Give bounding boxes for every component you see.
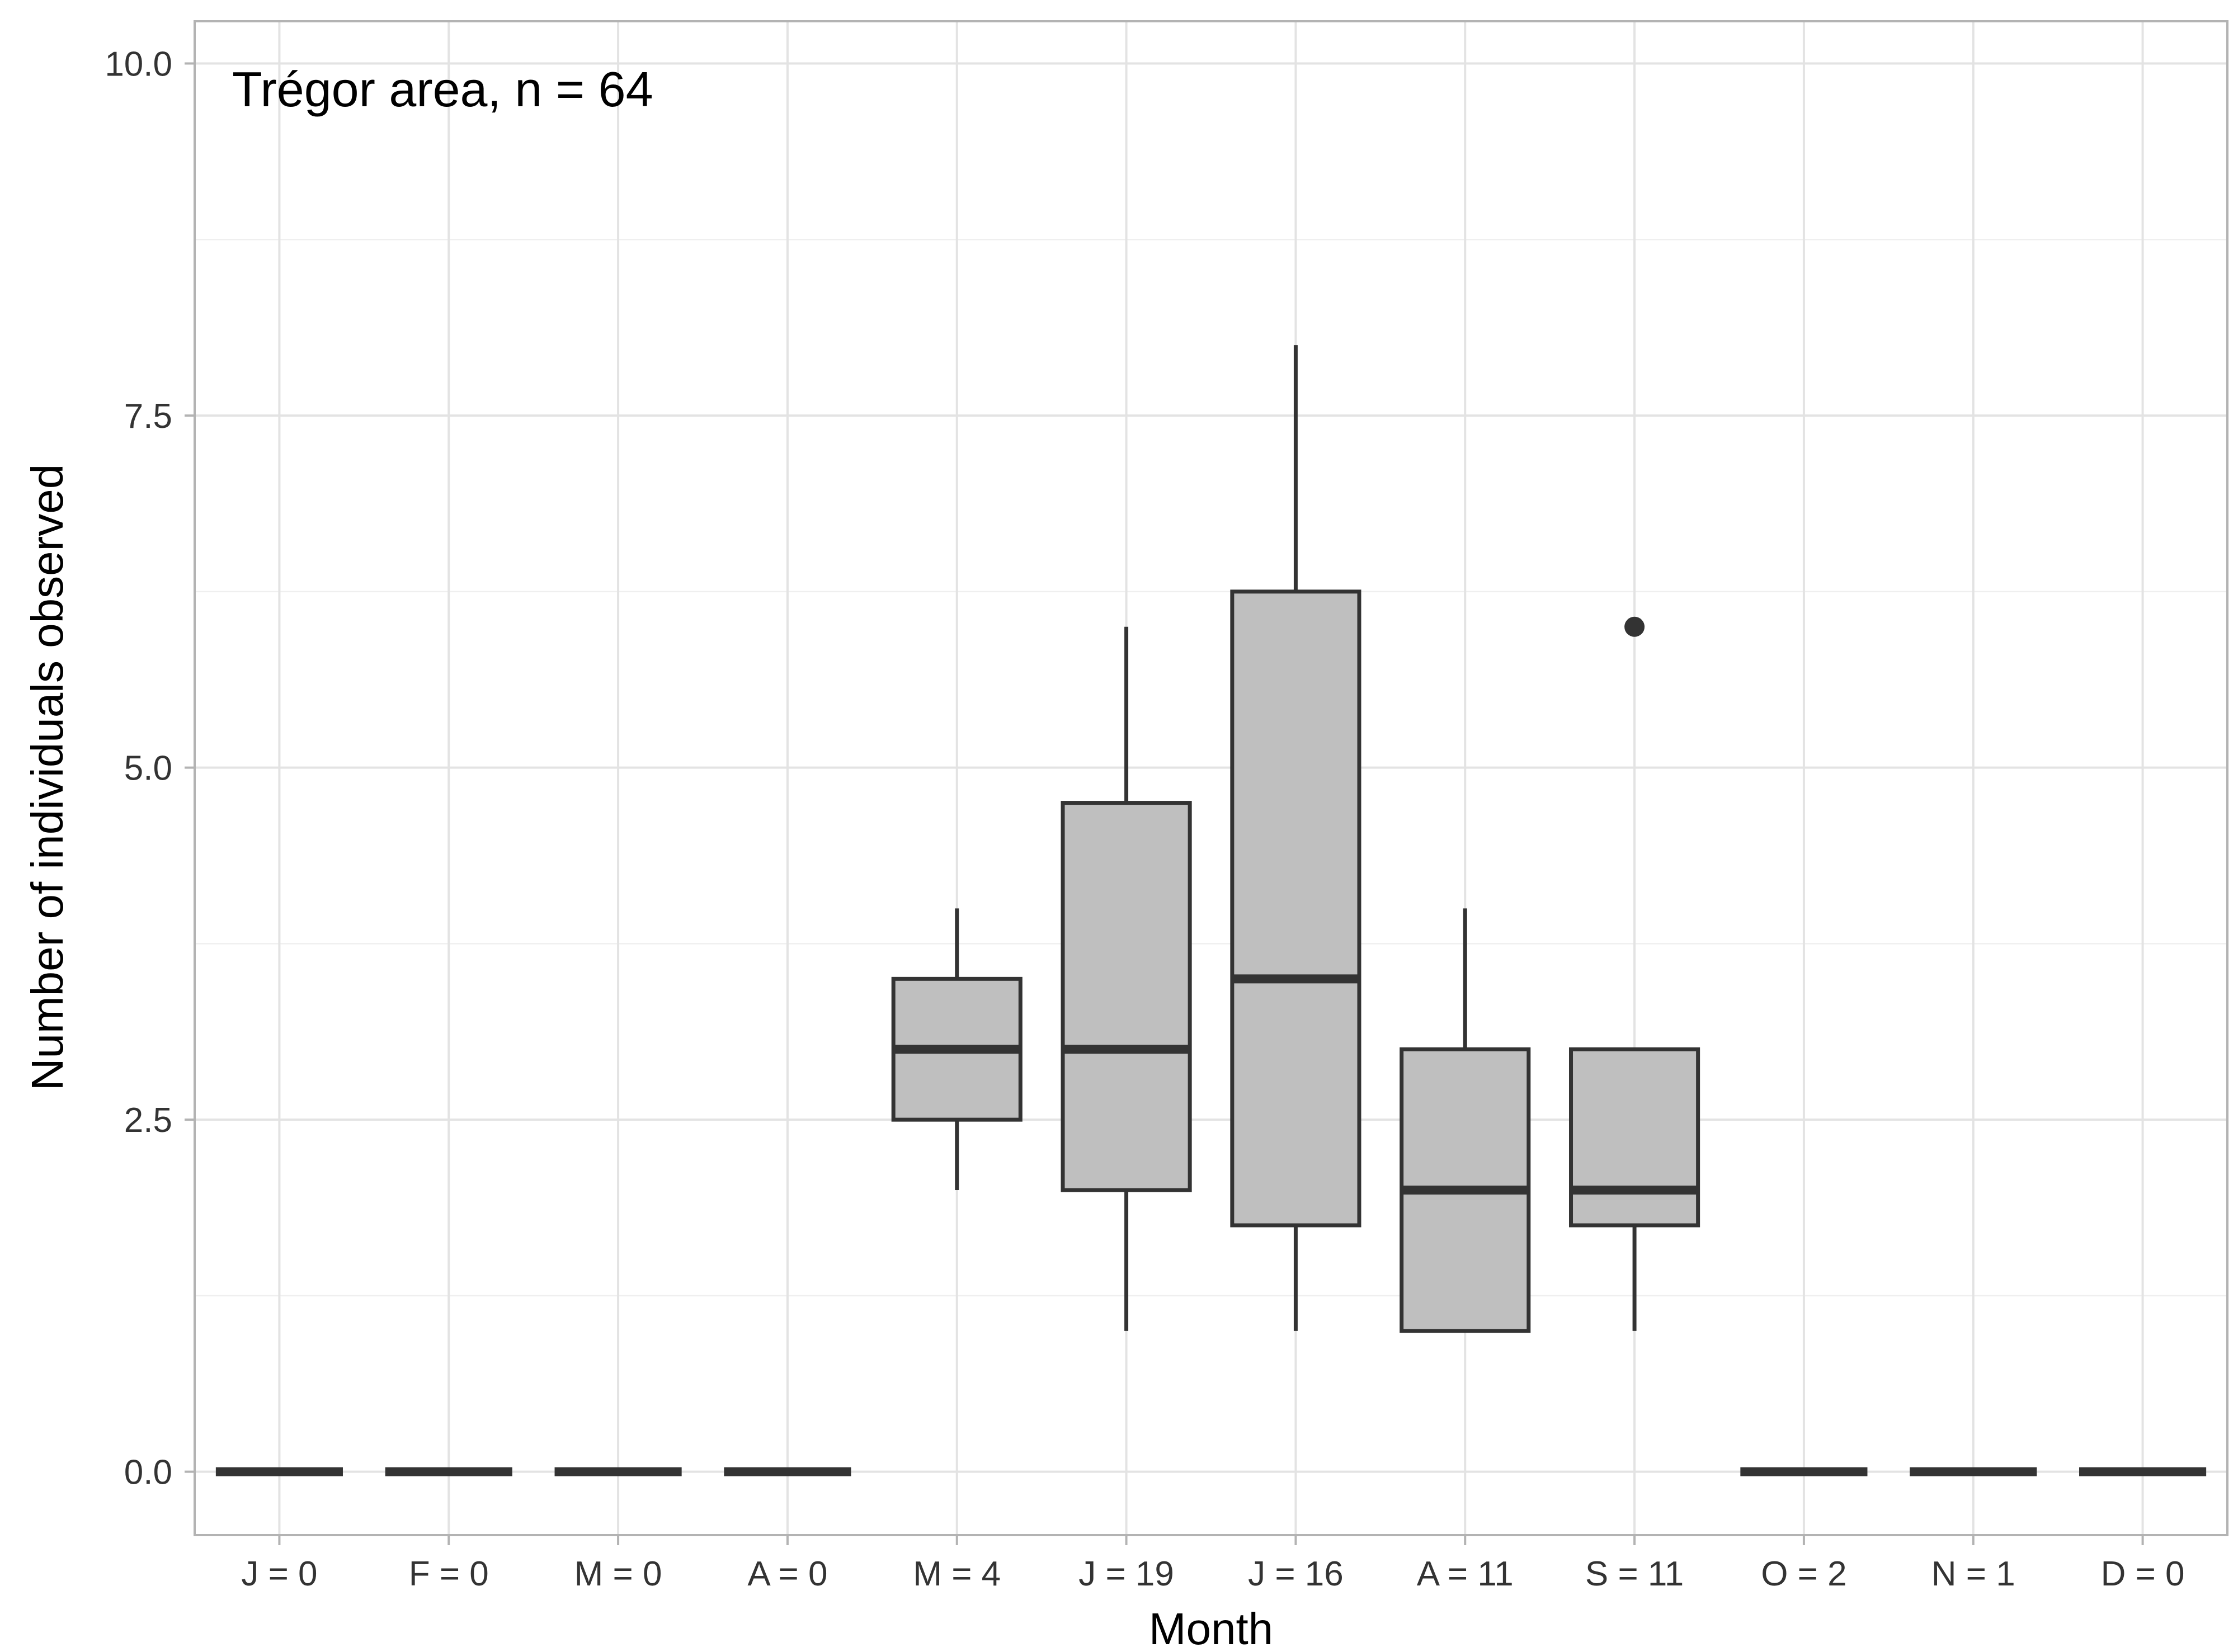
box-7 bbox=[1230, 345, 1361, 1331]
box-5 bbox=[891, 908, 1023, 1191]
x-tick-label: J = 0 bbox=[241, 1555, 317, 1593]
box-iqr bbox=[1569, 1047, 1700, 1228]
x-tick-label: M = 4 bbox=[913, 1555, 1001, 1593]
y-tick-label: 7.5 bbox=[124, 397, 172, 436]
box-6 bbox=[1061, 626, 1192, 1331]
chart-annotation: Trégor area, n = 64 bbox=[232, 62, 653, 117]
box-8 bbox=[1400, 908, 1531, 1333]
box-iqr bbox=[1061, 801, 1192, 1192]
x-tick-label: M = 0 bbox=[574, 1555, 662, 1593]
panel-border bbox=[194, 20, 2228, 1536]
x-tick-label: F = 0 bbox=[409, 1555, 489, 1593]
x-tick-label: S = 11 bbox=[1585, 1555, 1684, 1593]
y-axis-title: Number of individuals observed bbox=[22, 464, 72, 1091]
x-tick-label: D = 0 bbox=[2101, 1555, 2185, 1593]
box-9 bbox=[1569, 616, 1700, 1331]
x-axis-title: Month bbox=[1149, 1604, 1273, 1652]
y-tick-label: 10.0 bbox=[105, 45, 172, 84]
box-layer bbox=[215, 345, 2207, 1476]
y-tick-label: 5.0 bbox=[124, 749, 172, 788]
x-tick-label: J = 16 bbox=[1248, 1555, 1344, 1593]
y-tick-label: 0.0 bbox=[124, 1453, 172, 1492]
x-axis: J = 0 F = 0 M = 0 A = 0 M = 4 J = 19 J = 16 A =… bbox=[241, 1535, 2185, 1593]
box-iqr bbox=[1230, 589, 1361, 1228]
x-tick-label: A = 11 bbox=[1417, 1555, 1514, 1593]
x-tick-label: O = 2 bbox=[1761, 1555, 1846, 1593]
outlier-point bbox=[1624, 616, 1645, 637]
y-tick-label: 2.5 bbox=[124, 1101, 172, 1140]
x-tick-label: A = 0 bbox=[747, 1555, 827, 1593]
y-axis: 0.0 2.5 5.0 7.5 10.0 bbox=[105, 45, 195, 1492]
x-tick-label: N = 1 bbox=[1931, 1555, 2015, 1593]
x-tick-label: J = 19 bbox=[1078, 1555, 1174, 1593]
